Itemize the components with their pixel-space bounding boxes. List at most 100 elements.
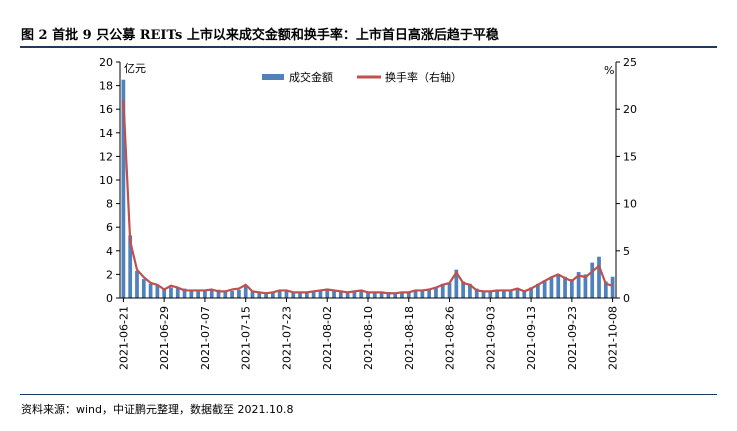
bar [332,290,336,298]
bar [141,279,146,298]
bar [338,290,343,298]
bar [474,288,479,298]
bar [189,289,194,298]
bar [576,272,581,298]
left-axis-unit: 亿元 [124,62,146,75]
bar [128,235,133,298]
bar [175,287,180,298]
bar [522,290,527,298]
bar [488,290,493,298]
bar [169,287,173,298]
bar [237,289,241,298]
legend-bar-swatch [262,74,284,80]
bar [162,288,167,298]
bar [563,276,567,298]
bar [182,288,187,298]
bar [298,292,302,298]
bar [481,290,486,298]
x-tick-label: 2021-07-07 [199,306,212,370]
bar [413,290,418,298]
bar [223,290,228,298]
bar [603,281,608,298]
x-tick-label: 2021-07-15 [240,306,253,370]
left-tick-label: 12 [99,150,113,163]
x-tick-label: 2021-09-13 [525,306,538,370]
bar [454,269,459,298]
left-axis-ticks: 0 2 4 6 8 10 12 14 16 18 20 [99,56,120,305]
right-tick-label: 5 [623,245,630,258]
left-tick-label: 0 [106,292,113,305]
right-tick-label: 0 [623,292,630,305]
bar [203,289,207,298]
bar [583,274,588,298]
left-tick-label: 4 [106,245,113,258]
x-tick-label: 2021-06-21 [117,306,130,370]
left-tick-label: 6 [106,221,113,234]
bar [597,256,601,298]
x-tick-label: 2021-08-02 [321,306,334,370]
bar [196,289,201,298]
right-tick-label: 25 [623,56,637,69]
bar [468,283,472,298]
bar [508,290,513,298]
bar [277,290,282,298]
bar [556,274,561,298]
legend-line-label: 换手率（右轴） [385,70,462,84]
left-tick-label: 10 [99,174,113,187]
bar [549,276,554,298]
bar [148,283,153,298]
x-tick-label: 2021-08-18 [403,306,416,370]
bar [406,292,411,298]
x-tick-label: 2021-09-03 [484,306,497,370]
left-tick-label: 20 [99,56,113,69]
legend-bar-label: 成交金额 [289,70,333,84]
x-tick-label: 2021-09-23 [566,306,579,370]
bar [393,293,398,298]
bar [434,287,438,298]
bar [535,283,540,298]
x-tick-label: 2021-08-26 [444,306,457,370]
legend: 成交金额 换手率（右轴） [262,70,462,84]
bar [291,292,296,298]
bar [372,292,377,298]
bar [325,289,330,298]
right-tick-label: 15 [623,150,637,163]
bar [610,276,615,298]
bar-series [121,79,615,298]
bottom-rule [20,394,717,395]
bar [345,292,350,298]
figure-header: 图 2 首批 9 只公募 REITs 上市以来成交金额和换手率：上市首日高涨后趋… [0,0,737,52]
source-note: 资料来源：wind，中证鹏元整理，数据截至 2021.10.8 [21,403,294,416]
turnover-line [122,99,613,295]
bar [318,290,323,298]
x-tick-label: 2021-06-29 [158,306,171,370]
left-tick-label: 2 [106,268,113,281]
bar [359,290,364,298]
bar [311,292,316,298]
bar [515,288,520,298]
bar [271,292,275,298]
bar [230,290,234,298]
title-rule [20,46,717,48]
left-tick-label: 18 [99,80,113,93]
left-tick-label: 8 [106,198,113,211]
bar [386,292,391,298]
bar [590,262,595,298]
bar [257,292,262,298]
left-tick-label: 14 [99,127,113,140]
bar [250,290,255,298]
bar [447,282,452,298]
bar [420,290,425,298]
x-tick-label: 2021-10-08 [607,306,620,370]
x-tick-label: 2021-08-10 [362,306,375,370]
bar [427,289,432,298]
bar [155,285,160,298]
bar [243,285,248,298]
right-axis-unit: % [604,64,614,77]
right-tick-label: 20 [623,103,637,116]
right-axis-ticks: 0 5 10 15 20 25 [616,56,637,305]
figure-title: 图 2 首批 9 只公募 REITs 上市以来成交金额和换手率：上市首日高涨后趋… [21,28,499,43]
bar [284,290,289,298]
bar [529,287,533,298]
